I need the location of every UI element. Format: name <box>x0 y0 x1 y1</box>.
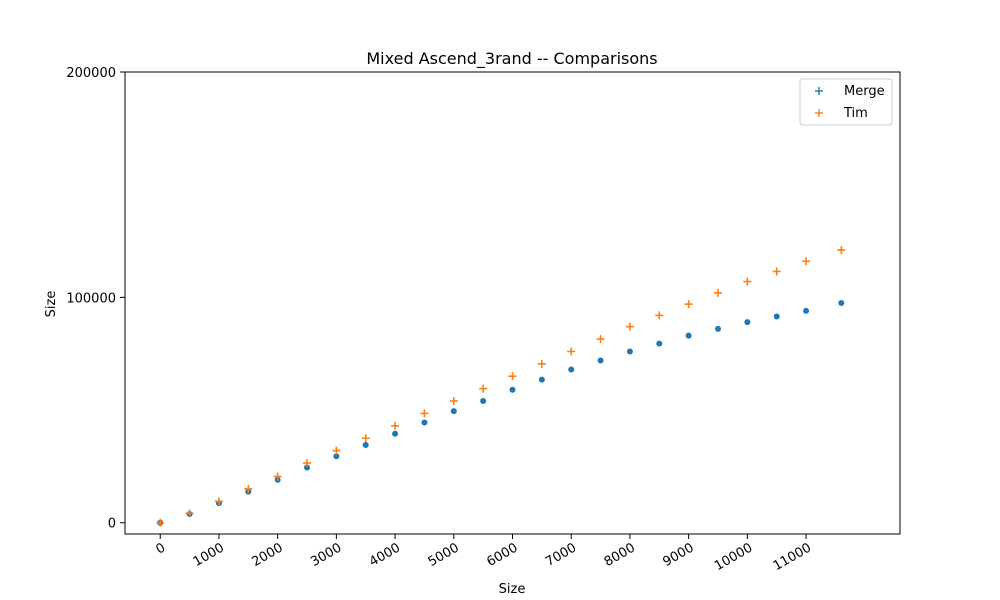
series-merge <box>157 300 845 526</box>
series-tim <box>156 246 846 527</box>
data-point <box>509 386 516 393</box>
data-point <box>685 332 692 339</box>
y-tick-label: 200000 <box>66 66 116 81</box>
data-point <box>743 277 752 286</box>
data-point <box>479 384 488 393</box>
legend-label-merge: Merge <box>844 84 885 99</box>
data-point <box>362 441 369 448</box>
legend-label-tim: Tim <box>843 106 868 121</box>
data-point <box>596 335 605 344</box>
data-point <box>303 459 312 468</box>
data-point <box>450 408 457 415</box>
data-point <box>684 300 693 309</box>
plot-points <box>156 246 846 527</box>
data-point <box>392 430 399 437</box>
y-tick-label: 0 <box>108 517 116 532</box>
data-point <box>567 347 576 356</box>
data-point <box>304 464 311 471</box>
data-point <box>773 313 780 320</box>
data-point <box>713 288 722 297</box>
y-tick-label: 100000 <box>66 291 116 306</box>
data-point <box>568 366 575 373</box>
data-point <box>273 472 282 481</box>
data-point <box>361 434 370 443</box>
data-point <box>714 325 721 332</box>
data-point <box>655 311 664 320</box>
data-point <box>802 257 811 266</box>
data-point <box>744 319 751 326</box>
data-point <box>391 421 400 430</box>
legend-item-tim: Tim <box>815 106 868 121</box>
data-point <box>156 518 165 527</box>
data-point <box>772 267 781 276</box>
data-point <box>244 484 253 493</box>
data-point <box>625 322 634 331</box>
data-point <box>421 419 428 426</box>
data-point <box>837 246 846 255</box>
data-point <box>214 497 223 506</box>
merge-marker-icon <box>815 87 823 95</box>
data-point <box>420 409 429 418</box>
y-axis: 0 100000 200000 <box>66 66 125 532</box>
data-point <box>333 453 340 460</box>
tim-marker-icon <box>815 109 823 117</box>
data-point <box>449 397 458 406</box>
x-axis-label: Size <box>499 582 526 597</box>
legend-item-merge: Merge <box>815 84 885 99</box>
data-point <box>597 357 604 364</box>
data-point <box>537 359 546 368</box>
data-point <box>838 300 845 306</box>
legend: Merge Tim <box>799 78 893 126</box>
data-point <box>332 446 341 455</box>
data-point <box>626 348 633 355</box>
data-point <box>656 340 663 347</box>
chart-title: Mixed Ascend_3rand -- Comparisons <box>366 49 657 69</box>
data-point <box>480 398 487 405</box>
y-axis-label: Size <box>44 291 59 318</box>
data-point <box>803 307 810 314</box>
data-point <box>508 372 517 381</box>
data-point <box>538 376 545 383</box>
data-point <box>185 509 194 518</box>
